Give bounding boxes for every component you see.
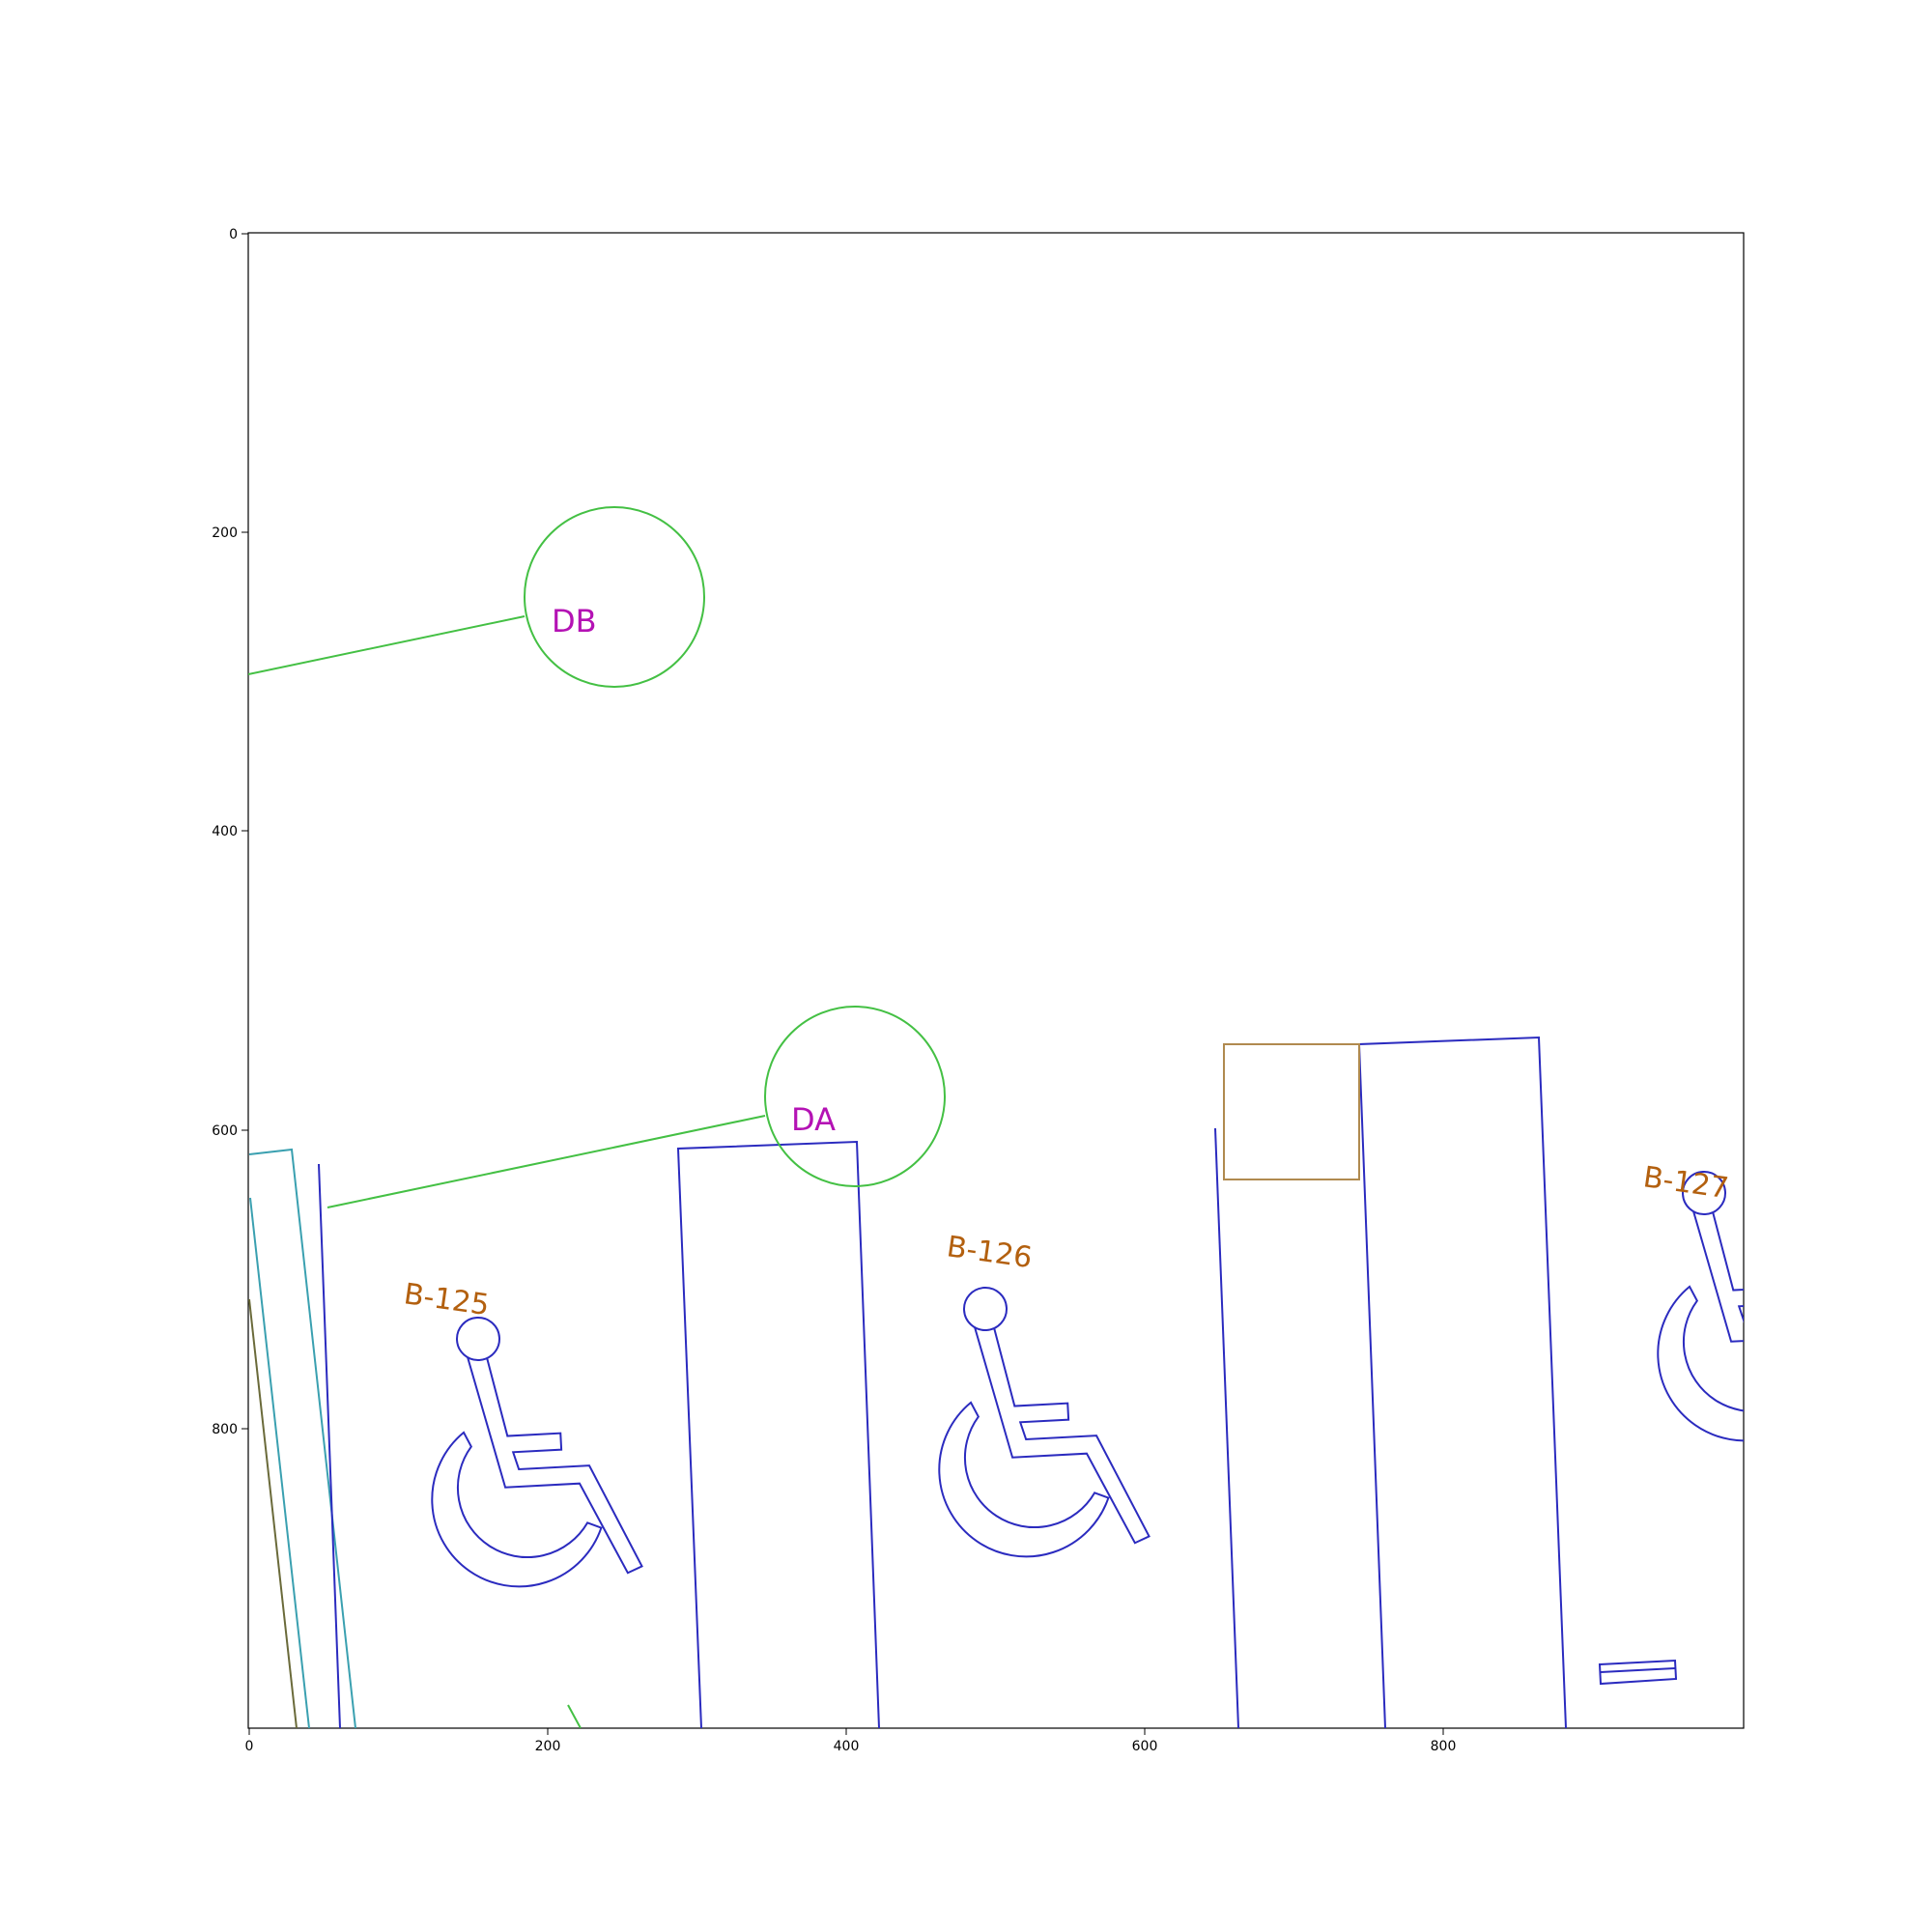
callout-bubble-da [764,1006,946,1187]
leader-line-da [327,1115,766,1208]
y-tick-labels: 0 200 400 600 800 [212,227,238,1437]
parking-stall-lines [318,1036,1678,1728]
callout-label-db: DB [552,603,597,639]
leader-line-db [248,615,526,675]
x-tick-label: 200 [535,1739,561,1754]
x-tick-label: 600 [1132,1739,1158,1754]
plot-frame [247,232,1745,1729]
y-tick-label: 600 [212,1123,238,1139]
y-axis [242,233,248,1430]
equipment-box [1223,1043,1360,1180]
x-tick-label: 800 [1431,1739,1457,1754]
y-tick-label: 0 [229,227,238,242]
teal-curb-lines [248,1148,356,1728]
y-tick-label: 200 [212,526,238,541]
callout-da [327,1006,946,1728]
x-tick-label: 400 [834,1739,860,1754]
x-tick-label: 0 [245,1739,254,1754]
x-axis [248,1728,1444,1735]
olive-boundary-line [248,1298,298,1728]
y-tick-label: 800 [212,1422,238,1437]
callout-label-da: DA [791,1101,836,1138]
y-tick-label: 400 [212,824,238,839]
callout-db [248,506,705,688]
leader-line-stub [567,1704,582,1728]
x-tick-labels: 0 200 400 600 800 [245,1739,1457,1754]
callout-bubble-db [524,506,705,688]
